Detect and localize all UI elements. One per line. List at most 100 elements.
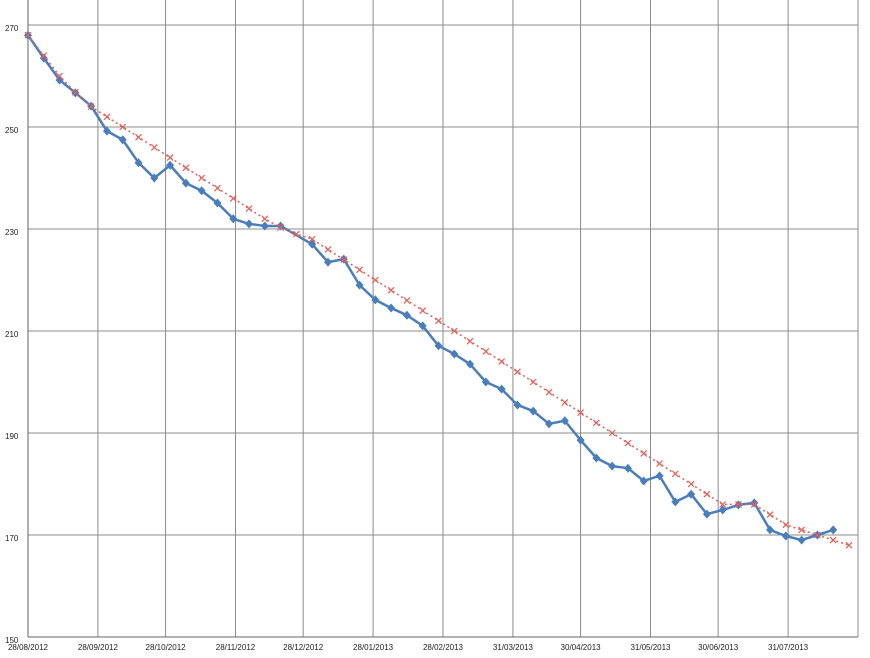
point-marker — [229, 194, 237, 202]
point-marker — [466, 337, 474, 345]
point-marker — [118, 135, 127, 145]
point-marker — [402, 310, 411, 320]
point-marker — [308, 235, 316, 243]
x-tick-label: 30/04/2013 — [561, 643, 602, 652]
point-marker — [656, 460, 663, 468]
point-marker — [719, 500, 727, 508]
point-marker — [766, 511, 774, 519]
x-tick-label: 28/10/2012 — [146, 643, 187, 652]
point-marker — [245, 205, 253, 213]
x-tick-label: 28/08/2012 — [8, 643, 49, 652]
point-marker — [560, 416, 569, 426]
point-marker — [435, 317, 442, 325]
point-marker — [545, 388, 553, 396]
point-marker — [245, 219, 254, 229]
point-marker — [292, 230, 300, 238]
point-marker — [513, 400, 522, 410]
point-marker — [166, 160, 175, 170]
point-marker — [481, 377, 490, 387]
point-marker — [735, 500, 742, 508]
point-marker — [561, 398, 569, 406]
point-marker — [166, 154, 174, 162]
point-marker — [119, 123, 127, 131]
point-marker — [592, 419, 600, 427]
point-marker — [781, 531, 790, 541]
point-marker — [671, 497, 680, 507]
point-marker — [798, 526, 806, 534]
point-marker — [371, 295, 380, 305]
point-marker — [529, 378, 537, 386]
point-marker — [39, 53, 48, 63]
series-line — [27, 34, 850, 546]
point-marker — [829, 536, 837, 544]
point-marker — [71, 88, 79, 96]
point-marker — [577, 409, 585, 417]
point-marker — [750, 500, 758, 508]
point-marker — [371, 276, 379, 284]
point-marker — [813, 531, 821, 539]
point-marker — [229, 214, 238, 224]
series-line — [26, 34, 834, 542]
point-marker — [418, 321, 427, 331]
point-marker — [718, 505, 727, 515]
point-marker — [687, 480, 695, 488]
point-marker — [56, 72, 64, 80]
point-marker — [608, 429, 616, 437]
point-marker — [103, 113, 111, 121]
point-marker — [623, 463, 632, 473]
point-marker — [387, 286, 395, 294]
y-tick-label: 210 — [5, 330, 19, 339]
point-marker — [213, 198, 222, 208]
point-marker — [277, 224, 285, 231]
point-marker — [450, 349, 459, 359]
point-marker — [624, 439, 632, 447]
point-marker — [181, 178, 190, 188]
x-tick-label: 30/06/2013 — [698, 643, 739, 652]
point-marker — [340, 256, 348, 264]
point-marker — [403, 296, 411, 304]
x-tick-label: 28/09/2012 — [78, 643, 119, 652]
point-marker — [639, 476, 648, 486]
y-tick-label: 250 — [5, 126, 19, 135]
point-marker — [608, 461, 617, 471]
x-tick-label: 31/05/2013 — [630, 643, 671, 652]
x-tick-label: 28/02/2013 — [423, 643, 464, 652]
point-marker — [24, 31, 32, 39]
point-marker — [845, 541, 853, 549]
point-marker — [134, 158, 143, 168]
y-tick-label: 190 — [5, 432, 19, 441]
point-marker — [387, 303, 396, 313]
x-tick-label: 28/12/2012 — [283, 643, 324, 652]
point-marker — [782, 521, 790, 529]
point-marker — [671, 470, 679, 478]
point-marker — [497, 384, 506, 394]
point-marker — [576, 435, 585, 445]
point-marker — [261, 215, 269, 223]
point-marker — [214, 184, 221, 192]
point-marker — [498, 358, 506, 366]
x-tick-label: 31/07/2013 — [768, 643, 809, 652]
point-marker — [419, 307, 427, 315]
point-marker — [324, 245, 332, 253]
x-tick-label: 28/11/2012 — [216, 643, 256, 652]
point-marker — [182, 164, 190, 172]
point-marker — [198, 174, 206, 182]
point-marker — [702, 509, 711, 519]
y-tick-label: 150 — [5, 636, 19, 645]
point-marker — [655, 471, 664, 481]
point-marker — [197, 186, 206, 196]
y-tick-label: 230 — [5, 228, 19, 237]
point-marker — [797, 535, 806, 545]
point-marker — [545, 419, 554, 429]
point-marker — [356, 266, 363, 274]
point-marker — [102, 126, 111, 136]
x-tick-label: 31/03/2013 — [493, 643, 534, 652]
point-marker — [434, 341, 443, 351]
point-marker — [260, 221, 269, 231]
point-marker — [766, 525, 775, 535]
point-marker — [466, 359, 475, 369]
point-marker — [40, 52, 48, 60]
point-marker — [640, 449, 648, 457]
